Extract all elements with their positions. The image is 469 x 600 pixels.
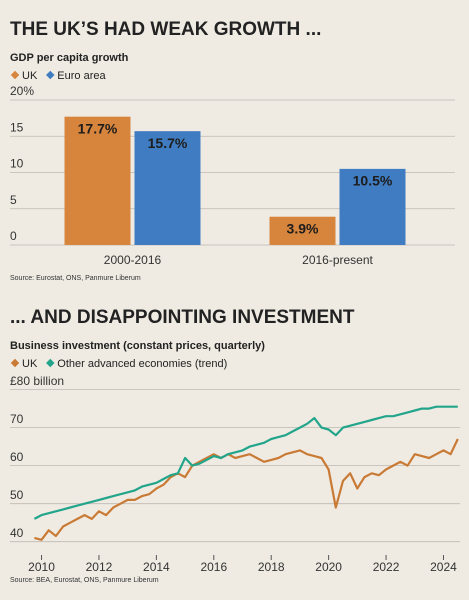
x-tick-label: 2016 [200,560,227,574]
chart-subtitle: GDP per capita growth [10,52,129,64]
x-tick-label: 2016-present [302,253,373,267]
source: Source: Eurostat, ONS, Panmure Liberum [10,275,141,282]
legend-label: Euro area [57,70,106,82]
line [33,405,458,520]
y-tick-label: 15 [10,120,24,134]
chart-title: THE UK’S HAD WEAK GROWTH ... [10,19,321,40]
x-tick-label: 2024 [430,560,457,574]
legend-label: UK [22,358,38,370]
bar [339,168,406,245]
x-tick-label: 2000-2016 [104,253,162,267]
y-tick-label: 10 [10,157,24,171]
legend-marker [10,358,20,368]
line [34,438,459,541]
x-tick-label: 2022 [373,560,400,574]
x-tick-label: 2020 [315,560,342,574]
legend-marker [10,70,20,80]
y-tick-label: 40 [10,526,24,540]
bar [64,116,131,245]
x-tick-label: 2014 [143,560,170,574]
value-label: 3.9% [287,220,319,236]
x-tick-label: 2018 [258,560,285,574]
chart-title: ... AND DISAPPOINTING INVESTMENT [10,307,355,328]
y-tick-label: 20% [10,84,34,98]
x-tick-label: 2012 [86,560,113,574]
y-tick-label: 5 [10,193,17,207]
legend-marker [46,70,55,80]
bar [269,216,336,245]
y-tick-label: 70 [10,412,24,426]
x-tick-label: 2010 [28,560,55,574]
legend-label: Other advanced economies (trend) [57,358,227,370]
legend-marker [46,358,55,368]
y-tick-label: £80 billion [10,374,64,388]
legend-label: UK [22,70,38,82]
y-tick-label: 60 [10,450,24,464]
source: Source: BEA, Eurostat, ONS, Panmure Libe… [10,577,159,584]
y-tick-label: 50 [10,488,24,502]
y-tick-label: 0 [10,229,17,243]
value-label: 10.5% [353,173,393,189]
value-label: 15.7% [148,135,188,151]
bar [134,131,201,245]
chart-subtitle: Business investment (constant prices, qu… [10,340,265,352]
value-label: 17.7% [78,120,118,136]
